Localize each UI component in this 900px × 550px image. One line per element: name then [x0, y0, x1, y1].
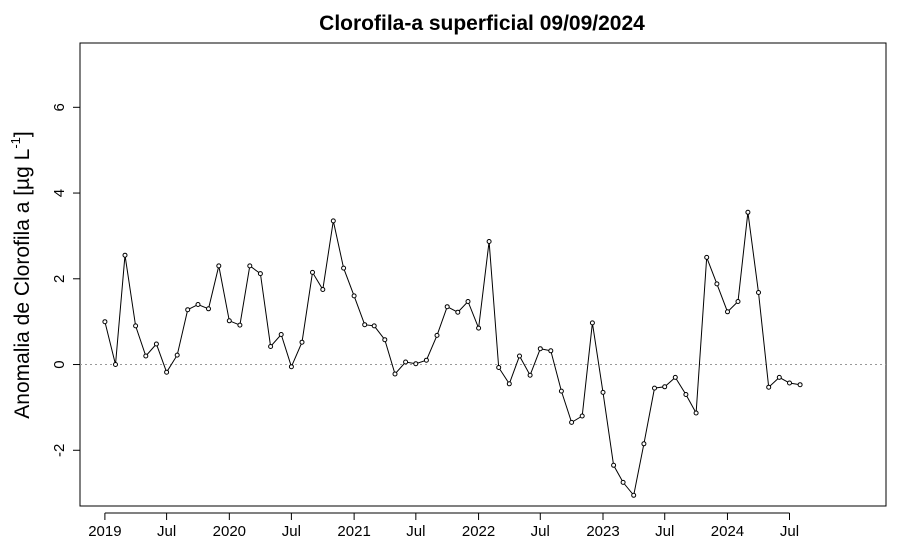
y-axis-label: Anomalia de Clorofila a [µg L-1]: [8, 131, 34, 418]
data-point: [672, 374, 678, 380]
series-line: [104, 212, 801, 497]
data-point: [620, 479, 626, 485]
data-point: [195, 302, 201, 307]
x-axis: 2019 Jul 2020 Jul 2021 Jul 2022 Jul 2023 Jul 2024 J…: [88, 512, 799, 540]
data-point: [122, 252, 128, 258]
data-point: [392, 371, 398, 377]
data-point: [351, 293, 357, 299]
data-point: [589, 320, 595, 326]
data-point: [548, 348, 554, 354]
data-point: [455, 309, 461, 315]
data-point: [465, 299, 471, 304]
y-axis-label-suffix: ]: [11, 131, 34, 137]
y-axis-label-superscript: -1: [8, 137, 23, 149]
data-point: [766, 384, 772, 390]
data-point: [641, 441, 647, 447]
x-tick-label: 2024: [711, 523, 744, 540]
chart-title: Clorofila-a superficial 09/09/2024: [319, 12, 645, 35]
data-point: [517, 353, 522, 359]
data-point: [268, 344, 274, 349]
data-point: [756, 290, 761, 295]
x-tick-label: Jul: [406, 523, 425, 540]
data-point: [683, 392, 689, 397]
data-point: [631, 492, 637, 498]
data-point: [714, 281, 720, 287]
data-point: [206, 306, 211, 312]
data-point: [444, 304, 450, 310]
x-tick-label: 2020: [213, 523, 246, 540]
data-point: [496, 365, 502, 370]
x-tick-label: 2021: [337, 523, 370, 540]
data-point: [299, 339, 305, 345]
data-point: [257, 271, 263, 277]
x-tick-label: 2019: [88, 523, 121, 540]
y-tick-label: 6: [51, 103, 68, 111]
data-point: [506, 381, 512, 387]
data-point: [745, 209, 751, 215]
data-point: [133, 323, 139, 329]
data-point: [185, 307, 191, 313]
data-point: [537, 346, 543, 352]
plot-frame: [79, 42, 887, 507]
data-point: [611, 462, 617, 468]
data-point: [174, 352, 180, 358]
data-point: [341, 265, 347, 271]
data-point: [600, 389, 606, 395]
data-point: [413, 361, 419, 367]
data-point: [423, 357, 429, 363]
y-axis-label-main: Anomalia de Clorofila a [µg L: [11, 149, 34, 419]
data-point: [693, 410, 699, 416]
x-tick-label: Jul: [282, 523, 301, 540]
series-points: [102, 209, 803, 498]
data-point: [434, 332, 440, 338]
data-point: [725, 309, 730, 315]
data-point: [278, 332, 284, 337]
data-point: [652, 385, 657, 391]
x-tick-label: Jul: [780, 523, 799, 540]
data-point: [476, 325, 482, 331]
data-point: [164, 369, 170, 375]
data-point: [735, 299, 741, 304]
y-axis: -2 0 2 4 6: [51, 103, 80, 457]
data-point: [662, 384, 668, 390]
data-point: [403, 359, 409, 365]
data-point: [143, 353, 149, 359]
data-point: [579, 413, 585, 419]
data-point: [216, 263, 222, 269]
data-point: [787, 380, 792, 386]
data-point: [226, 318, 232, 324]
data-point: [113, 362, 118, 367]
y-tick-label: 4: [51, 189, 68, 197]
x-tick-label: 2023: [586, 523, 619, 540]
data-point: [371, 323, 377, 329]
data-point: [704, 254, 710, 260]
x-tick-label: 2022: [462, 523, 495, 540]
data-point: [153, 341, 159, 347]
y-tick-label: 0: [51, 360, 68, 368]
data-point: [330, 218, 336, 224]
data-point: [247, 263, 253, 269]
data-point: [382, 337, 388, 343]
data-point: [288, 364, 294, 370]
x-tick-label: Jul: [531, 523, 550, 540]
data-point: [558, 388, 564, 394]
data-point: [527, 372, 533, 378]
x-tick-label: Jul: [655, 523, 674, 540]
data-point: [310, 269, 315, 275]
data-point: [486, 239, 492, 244]
y-tick-label: 2: [51, 275, 68, 283]
data-point: [569, 419, 575, 425]
data-point: [102, 319, 108, 325]
data-point: [776, 374, 782, 380]
y-tick-label: -2: [51, 444, 68, 457]
data-point: [797, 382, 803, 388]
x-tick-label: Jul: [157, 523, 176, 540]
data-point: [237, 322, 243, 328]
data-point: [320, 287, 326, 292]
data-point: [362, 322, 368, 328]
